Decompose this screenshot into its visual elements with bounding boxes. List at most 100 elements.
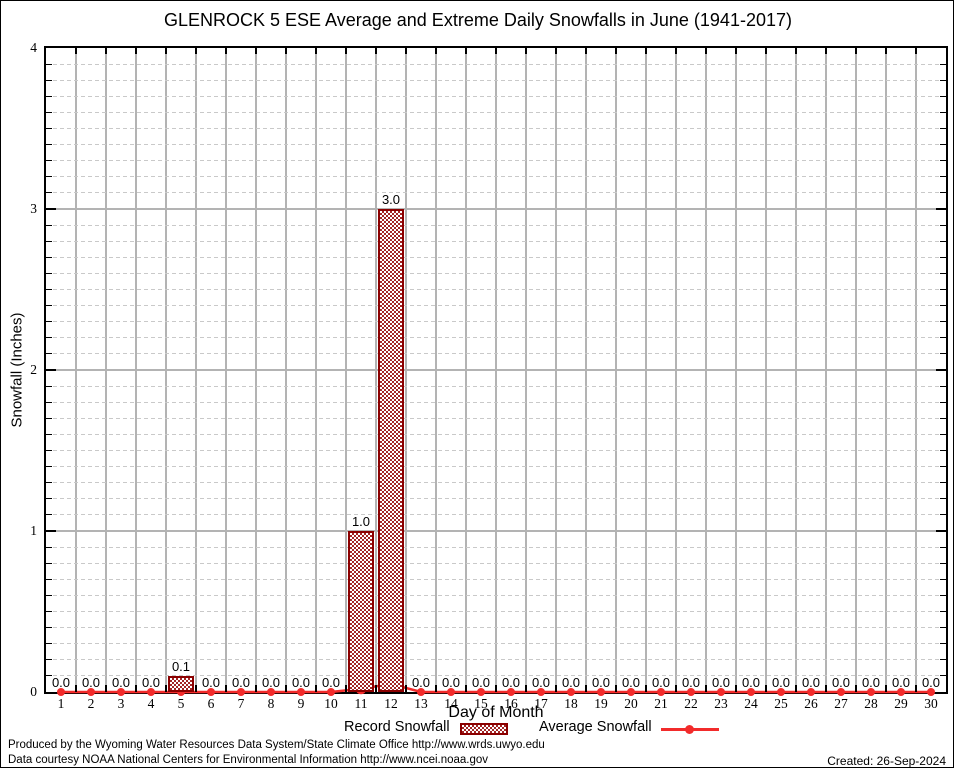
x-minor-tick	[495, 48, 497, 54]
y-tick-left	[46, 160, 52, 162]
y-tick-left	[46, 417, 52, 419]
y-tick-right	[940, 675, 946, 677]
x-tick-label: 3	[117, 696, 125, 711]
y-tick-right	[940, 450, 946, 451]
average-snowfall-marker	[117, 688, 125, 696]
y-tick-right	[940, 128, 946, 129]
x-minor-tick	[195, 48, 197, 54]
bar-value-label: 0.0	[441, 675, 461, 690]
x-minor-tick	[525, 48, 527, 54]
x-minor-tick	[255, 48, 257, 54]
y-tick-left	[46, 611, 52, 612]
y-tick-right	[940, 401, 946, 403]
created-date: Created: 26-Sep-2024	[827, 754, 946, 768]
y-tick-left	[46, 401, 52, 403]
bar-value-label: 0.0	[891, 675, 911, 690]
y-tick-label: 1	[30, 523, 37, 538]
grid-line-minor-horizontal	[46, 594, 946, 596]
y-tick-right	[940, 256, 946, 258]
bar-value-label: 0.0	[801, 675, 821, 690]
x-minor-tick	[255, 685, 257, 692]
grid-line-minor-horizontal	[46, 643, 946, 645]
x-minor-tick	[285, 685, 287, 692]
y-tick-right	[940, 111, 946, 113]
y-tick-right	[940, 498, 946, 500]
average-snowfall-marker	[777, 688, 785, 696]
x-minor-tick	[435, 685, 437, 692]
average-snowfall-marker	[717, 688, 725, 696]
grid-line-minor-horizontal	[46, 611, 946, 612]
bar-value-label: 0.0	[591, 675, 611, 690]
y-tick-label: 0	[30, 684, 37, 699]
y-tick-right	[940, 79, 946, 81]
y-tick-left	[46, 256, 52, 258]
x-minor-tick	[645, 685, 647, 692]
x-minor-tick	[675, 48, 677, 54]
x-minor-tick	[555, 48, 557, 54]
grid-line-minor-horizontal	[46, 562, 946, 564]
x-tick-label: 14	[444, 696, 458, 711]
x-tick-label: 25	[774, 696, 788, 711]
grid-line-minor-horizontal	[46, 224, 946, 226]
average-snowfall-marker	[687, 688, 695, 696]
bar-value-label: 0.0	[861, 675, 881, 690]
average-snowfall-marker	[57, 688, 65, 696]
y-tick-left	[46, 95, 52, 97]
bar-value-label: 0.0	[831, 675, 851, 690]
bar-value-label: 0.0	[531, 675, 551, 690]
x-minor-tick	[615, 48, 617, 54]
y-tick-left	[46, 514, 52, 516]
grid-line-minor-horizontal	[46, 321, 946, 323]
y-tick-left	[46, 192, 52, 194]
x-minor-tick	[915, 48, 917, 54]
grid-line-minor-horizontal	[46, 305, 946, 307]
y-tick-right	[940, 659, 946, 661]
y-tick-left	[46, 79, 52, 81]
x-minor-tick	[165, 685, 167, 692]
bar-value-label: 0.0	[561, 675, 581, 690]
average-snowfall-marker	[507, 688, 515, 696]
x-tick-label: 24	[744, 696, 758, 711]
y-tick-left	[46, 337, 52, 339]
x-minor-tick	[795, 685, 797, 692]
y-tick-right	[940, 337, 946, 339]
x-tick-label: 7	[237, 696, 245, 711]
y-tick-right	[940, 482, 946, 484]
y-tick-label: 3	[30, 201, 37, 216]
x-minor-tick	[465, 685, 467, 692]
y-tick-right	[940, 224, 946, 226]
bar-value-label: 0.0	[711, 675, 731, 690]
bar-value-label: 0.0	[471, 675, 491, 690]
plot-area: 0.0 0.0 0.0 0.0 0.1 0.0 0.0 0.0 0.0 0.0 1.0 3.0 0.0 0…	[44, 46, 948, 696]
x-minor-tick	[735, 685, 737, 692]
grid-line-minor-horizontal	[46, 627, 946, 629]
grid-line-minor-horizontal	[46, 79, 946, 81]
x-minor-tick	[705, 48, 707, 54]
x-minor-tick	[225, 685, 227, 692]
x-tick-label: 22	[684, 696, 698, 711]
grid-line-minor-horizontal	[46, 111, 946, 113]
legend-average-label: Average Snowfall	[539, 719, 652, 735]
y-tick-left	[46, 450, 52, 451]
x-minor-tick	[105, 685, 107, 692]
y-tick-right	[936, 530, 946, 532]
average-snowfall-marker	[477, 688, 485, 696]
grid-line-minor-horizontal	[46, 337, 946, 339]
y-tick-left	[46, 466, 52, 468]
y-tick-left	[46, 128, 52, 129]
grid-line-minor-horizontal	[46, 498, 946, 500]
y-tick-right	[940, 385, 946, 387]
x-minor-tick	[615, 685, 617, 692]
average-snowfall-marker	[927, 688, 935, 696]
bar-value-label: 0.0	[261, 675, 281, 690]
y-tick-left	[46, 482, 52, 484]
x-minor-tick	[75, 685, 77, 692]
y-tick-left	[46, 353, 52, 355]
x-tick-label: 18	[564, 696, 578, 711]
y-tick-right	[940, 578, 946, 580]
grid-line-minor-horizontal	[46, 289, 946, 290]
y-tick-right	[940, 144, 946, 146]
y-tick-right	[936, 369, 946, 371]
y-tick-left	[46, 224, 52, 226]
